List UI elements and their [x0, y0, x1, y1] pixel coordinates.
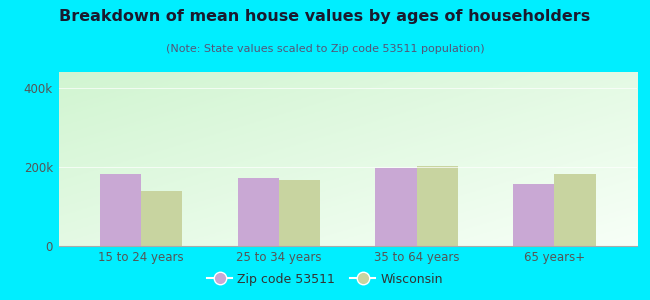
Bar [417, 166, 458, 246]
Bar [513, 184, 554, 246]
Bar [375, 168, 417, 246]
Bar [554, 174, 595, 246]
Legend: Zip code 53511, Wisconsin: Zip code 53511, Wisconsin [202, 268, 448, 291]
Bar [141, 191, 183, 246]
Bar [100, 174, 141, 246]
Bar [279, 180, 320, 246]
Text: Breakdown of mean house values by ages of householders: Breakdown of mean house values by ages o… [59, 9, 591, 24]
Bar [237, 178, 279, 246]
Text: (Note: State values scaled to Zip code 53511 population): (Note: State values scaled to Zip code 5… [166, 44, 484, 53]
